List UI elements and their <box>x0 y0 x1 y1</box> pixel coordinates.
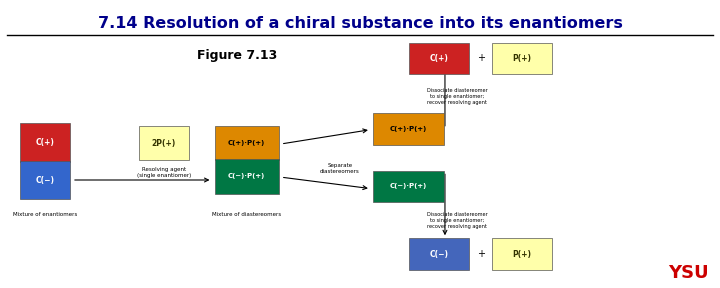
FancyBboxPatch shape <box>139 126 189 160</box>
FancyBboxPatch shape <box>492 238 552 270</box>
Text: Figure 7.13: Figure 7.13 <box>197 49 278 62</box>
FancyBboxPatch shape <box>215 159 279 194</box>
FancyBboxPatch shape <box>409 238 469 270</box>
Text: C(−)·P(+): C(−)·P(+) <box>390 183 427 190</box>
Text: Mixture of enantiomers: Mixture of enantiomers <box>13 212 78 217</box>
Text: Resolving agent
(single enantiomer): Resolving agent (single enantiomer) <box>137 167 192 178</box>
FancyBboxPatch shape <box>373 113 444 145</box>
Text: C(−): C(−) <box>35 175 55 185</box>
Text: Mixture of diastereomers: Mixture of diastereomers <box>212 212 282 217</box>
Text: P(+): P(+) <box>513 54 531 63</box>
Text: 2P(+): 2P(+) <box>152 139 176 148</box>
Text: C(−)·P(+): C(−)·P(+) <box>228 173 265 179</box>
Text: 7.14 Resolution of a chiral substance into its enantiomers: 7.14 Resolution of a chiral substance in… <box>98 16 622 31</box>
Text: Dissociate diastereomer
to single enantiomer;
recover resolving agent: Dissociate diastereomer to single enanti… <box>427 212 487 229</box>
FancyBboxPatch shape <box>20 123 70 162</box>
Text: C(+)·P(+): C(+)·P(+) <box>228 140 265 146</box>
Text: Separate
diastereomers: Separate diastereomers <box>320 163 360 174</box>
FancyBboxPatch shape <box>373 171 444 202</box>
Text: +: + <box>477 249 485 259</box>
Text: C(+)·P(+): C(+)·P(+) <box>390 126 427 132</box>
Text: P(+): P(+) <box>513 250 531 259</box>
Text: +: + <box>477 53 485 63</box>
Text: Dissociate diastereomer
to single enantiomer;
recover resolving agent: Dissociate diastereomer to single enanti… <box>427 88 487 105</box>
FancyBboxPatch shape <box>20 161 70 199</box>
FancyBboxPatch shape <box>492 43 552 74</box>
FancyBboxPatch shape <box>409 43 469 74</box>
Text: YSU: YSU <box>669 264 709 282</box>
Text: C(−): C(−) <box>430 250 449 259</box>
Text: C(+): C(+) <box>35 138 55 147</box>
FancyBboxPatch shape <box>215 126 279 160</box>
Text: C(+): C(+) <box>430 54 449 63</box>
